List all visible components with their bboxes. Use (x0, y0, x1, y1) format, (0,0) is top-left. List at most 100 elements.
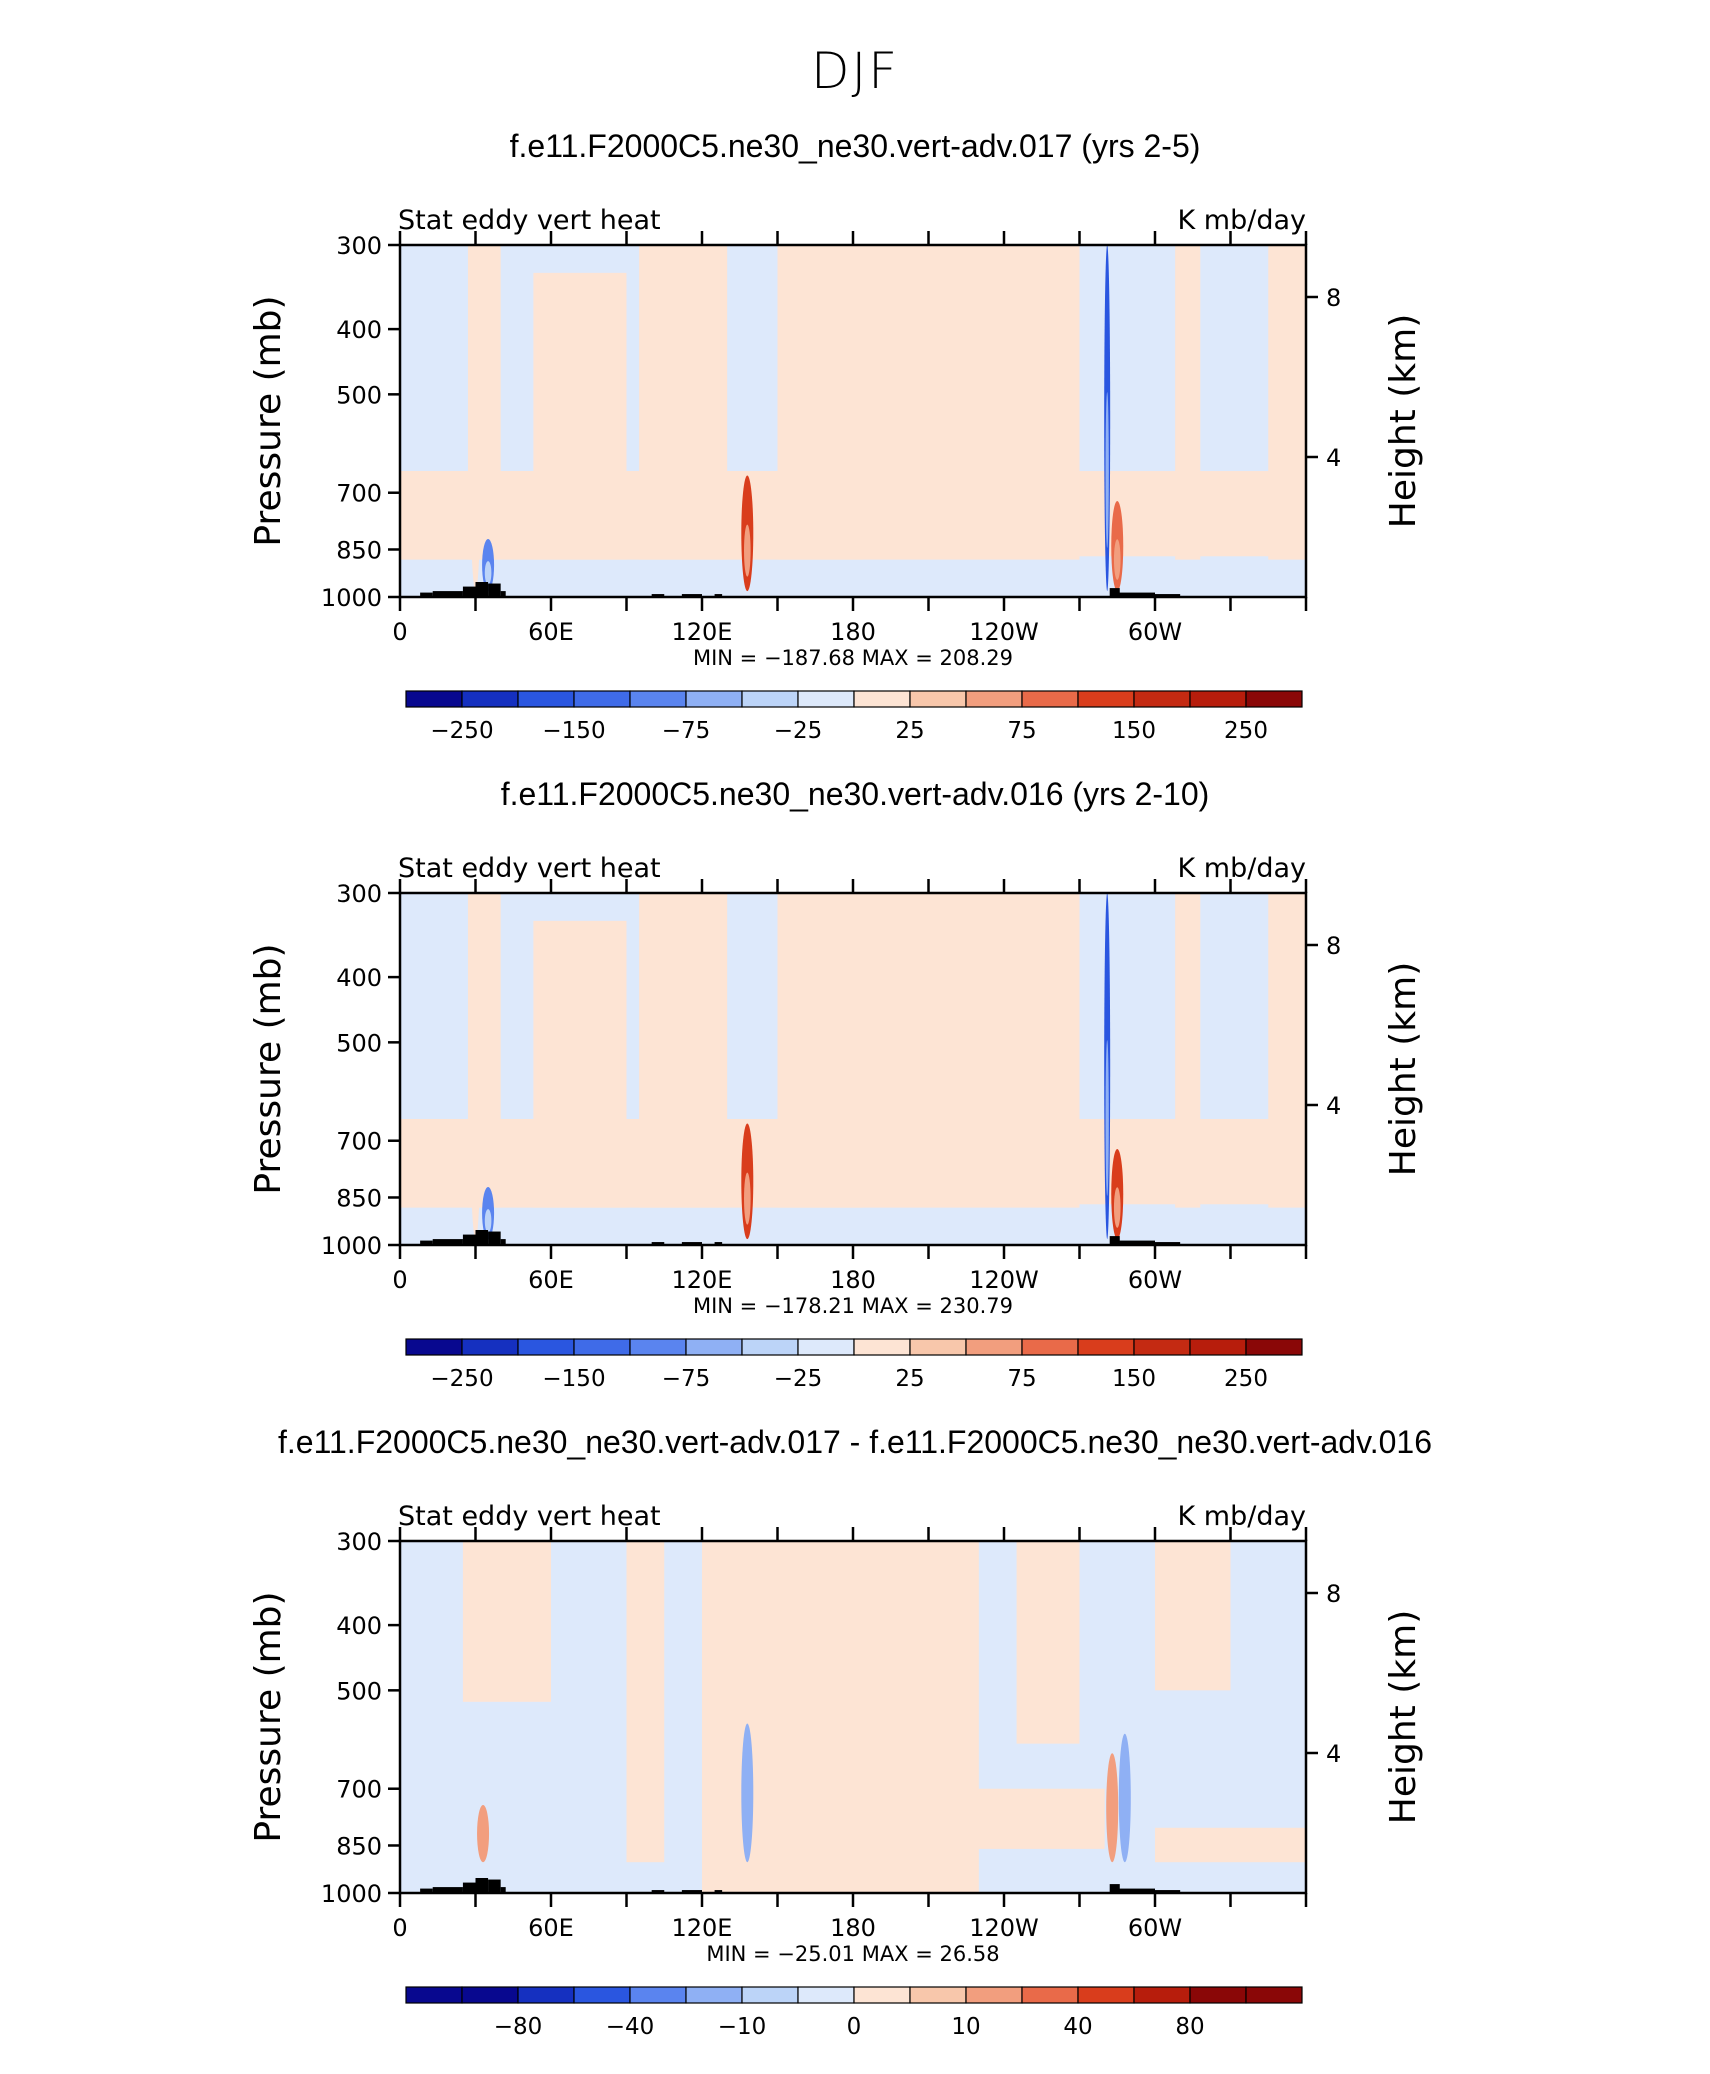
x-tick-label: 60W (1128, 1266, 1182, 1294)
topography-block (500, 1239, 506, 1245)
colorbar-cell (853, 690, 911, 708)
colorbar-cell (517, 1338, 575, 1356)
colorbar-label: 250 (1224, 1366, 1268, 1392)
y-axis-label: Pressure (mb) (248, 943, 289, 1194)
x-tick-label: 120W (969, 618, 1039, 646)
x-tick-label: 120E (672, 618, 733, 646)
contour-feature (469, 263, 482, 592)
topography-block (475, 1878, 489, 1893)
colorbar-label: 40 (1063, 2014, 1092, 2040)
colorbar-cell (909, 690, 967, 708)
topography-block (1155, 1890, 1181, 1893)
colorbar-cell (573, 1986, 631, 2004)
y-tick-label: 850 (336, 1184, 382, 1212)
topography-block (651, 1242, 665, 1245)
colorbar-label: 25 (895, 718, 924, 744)
contour-feature (1118, 1733, 1131, 1863)
x-tick-label: 60E (528, 618, 574, 646)
y-tick-label: 300 (336, 232, 382, 260)
colorbar-cell (965, 690, 1023, 708)
topography-block (462, 1234, 476, 1245)
colorbar-cell (741, 1338, 799, 1356)
topography-block (1117, 1888, 1155, 1893)
x-tick-label: 180 (830, 618, 876, 646)
right-string: K mb/day (1178, 1501, 1307, 1532)
colorbar-cell (853, 1338, 911, 1356)
panel-title: f.e11.F2000C5.ne30_ne30.vert-adv.017 (yr… (509, 128, 1201, 164)
chart-panel-1: f.e11.F2000C5.ne30_ne30.vert-adv.017 (yr… (0, 128, 1710, 778)
contour-core (744, 1172, 751, 1225)
contour-plot: Stat eddy vert heat K mb/day3004005007008… (248, 1501, 1424, 2040)
topography-block (651, 594, 665, 597)
x-tick-label: 0 (392, 1266, 407, 1294)
colorbar-cell (685, 1338, 743, 1356)
colorbar-label: −150 (542, 1366, 605, 1392)
colorbar-cell (517, 690, 575, 708)
topography-block (1155, 1242, 1181, 1245)
colorbar-cell (1077, 1986, 1135, 2004)
chart-panel-difference: f.e11.F2000C5.ne30_ne30.vert-adv.017 - f… (0, 1424, 1710, 2074)
topography-block (681, 1890, 702, 1893)
colorbar-cell (1133, 1986, 1191, 2004)
topography-block (488, 583, 501, 597)
positive-region (626, 1541, 665, 1863)
colorbar-cell (1245, 690, 1303, 708)
contour-feature (741, 1723, 754, 1863)
positive-region (878, 245, 1004, 330)
colorbar-cell (461, 1986, 519, 2004)
colorbar-label: −150 (542, 718, 605, 744)
colorbar-cell (1189, 690, 1247, 708)
colorbar-cell (797, 1986, 855, 2004)
colorbar-cell (461, 690, 519, 708)
y-tick-label: 400 (336, 1612, 382, 1640)
colorbar-label: 0 (847, 2014, 862, 2040)
negative-region (400, 1207, 1306, 1245)
positive-region (400, 471, 863, 560)
x-tick-label: 180 (830, 1914, 876, 1942)
contour-feature (1106, 1753, 1119, 1863)
x-tick-label: 60E (528, 1914, 574, 1942)
contour-core (484, 1209, 492, 1233)
colorbar-label: −10 (718, 2014, 767, 2040)
colorbar-cell (965, 1986, 1023, 2004)
contour-core (484, 561, 492, 585)
colorbar-cell (573, 690, 631, 708)
colorbar-cell (517, 1986, 575, 2004)
min-max-label: MIN = −178.21 MAX = 230.79 (693, 1294, 1013, 1318)
colorbar-cell (629, 690, 687, 708)
topography-block (420, 1888, 433, 1893)
topography-block (475, 1230, 489, 1245)
contour-feature (469, 911, 482, 1240)
plot-area (400, 1541, 1306, 1893)
y-tick-label: 1000 (321, 1232, 382, 1260)
colorbar-cell (909, 1338, 967, 1356)
colorbar-cell (853, 1986, 911, 2004)
y2-axis-label: Height (km) (1383, 314, 1424, 528)
y2-tick-label: 4 (1326, 1740, 1341, 1768)
colorbar-cell (741, 1986, 799, 2004)
y-tick-label: 500 (336, 1029, 382, 1057)
contour-core (744, 524, 751, 577)
topography-block (651, 1890, 665, 1893)
topography-block (1117, 1240, 1155, 1245)
topography-block (714, 1242, 723, 1245)
colorbar-cell (1077, 1338, 1135, 1356)
y-tick-label: 400 (336, 964, 382, 992)
topography-block (714, 1890, 723, 1893)
colorbar-cell (405, 690, 463, 708)
colorbar-label: 150 (1112, 1366, 1156, 1392)
colorbar-cell (1021, 1986, 1079, 2004)
right-string: K mb/day (1178, 205, 1307, 236)
topography-block (462, 1882, 476, 1893)
colorbar-label: 150 (1112, 718, 1156, 744)
topography-block (420, 1240, 433, 1245)
colorbar-cell (405, 1986, 463, 2004)
x-tick-label: 60W (1128, 1914, 1182, 1942)
min-max-label: MIN = −25.01 MAX = 26.58 (706, 1942, 999, 1966)
colorbar-cell (1021, 1338, 1079, 1356)
min-max-label: MIN = −187.68 MAX = 208.29 (693, 646, 1013, 670)
y-tick-label: 1000 (321, 1880, 382, 1908)
topography-block (475, 582, 489, 597)
colorbar-cell (573, 1338, 631, 1356)
colorbar-label: −80 (494, 2014, 543, 2040)
